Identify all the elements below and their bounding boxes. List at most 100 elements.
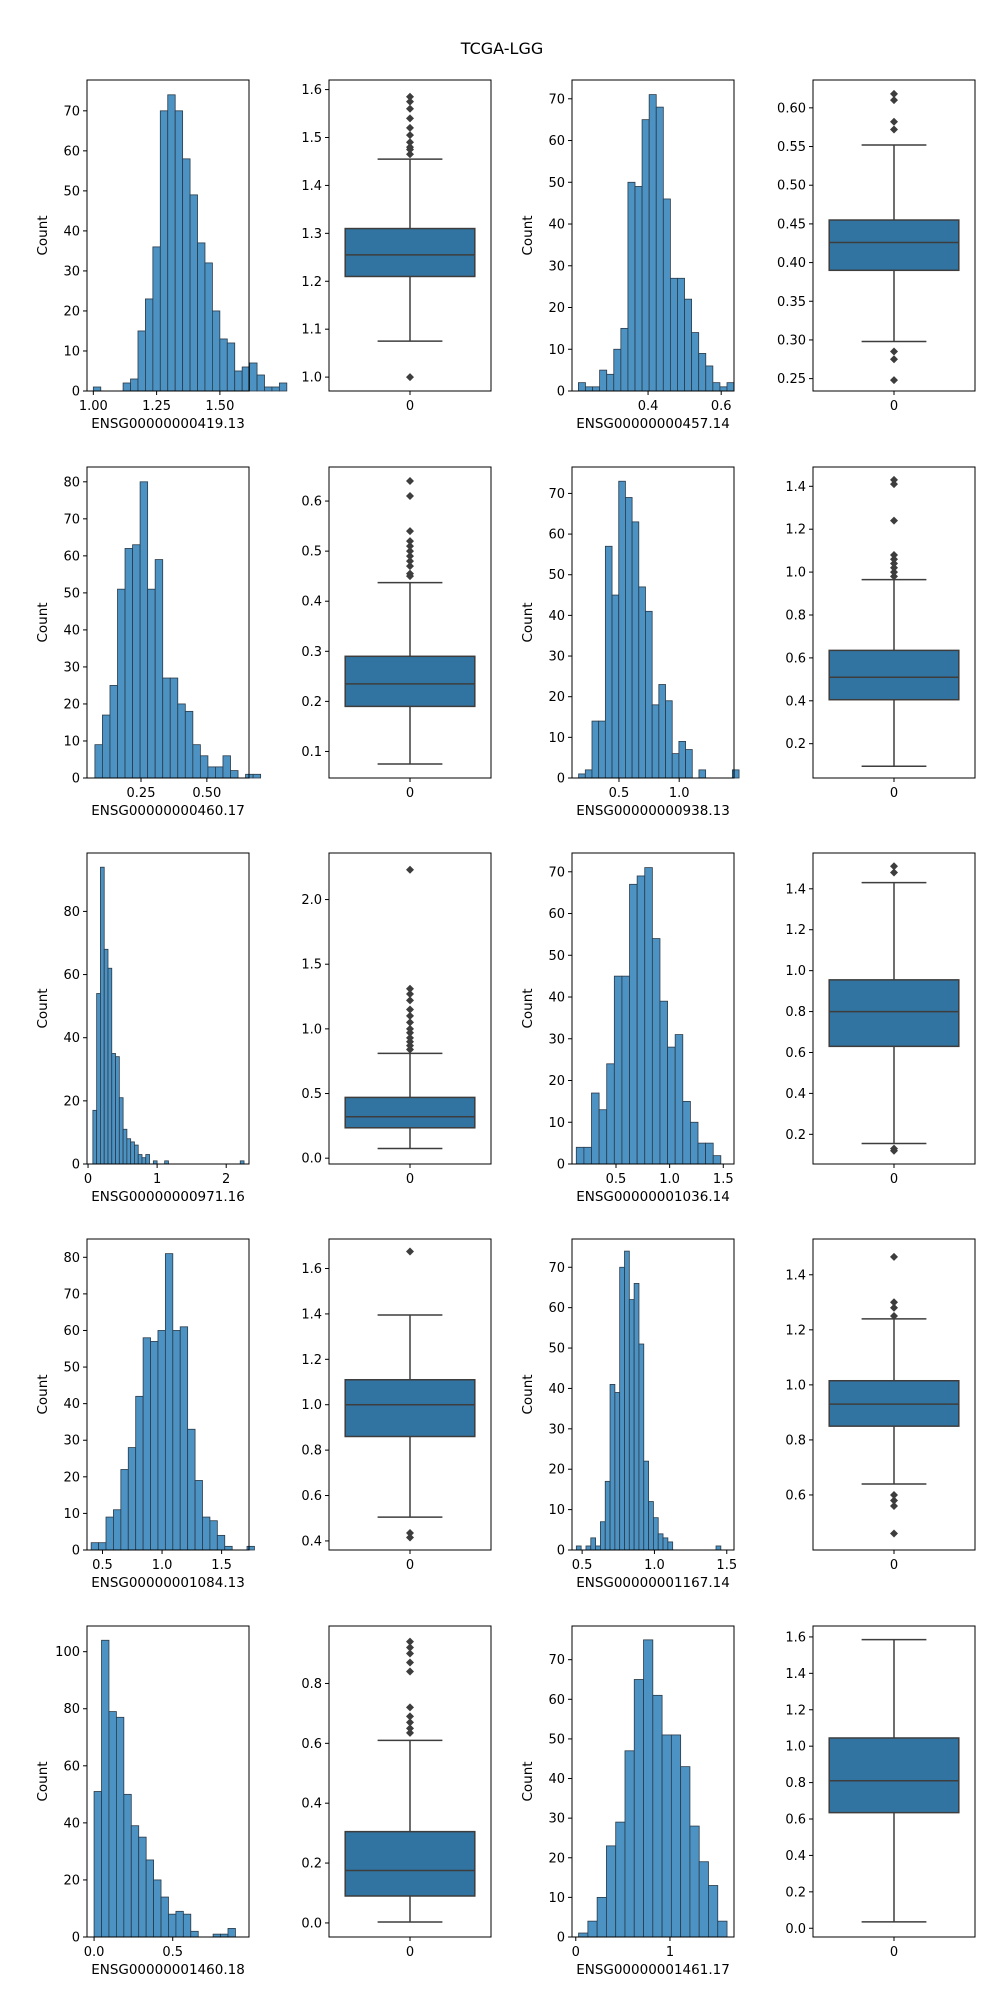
histogram-bar <box>667 1046 676 1165</box>
x-axis-label: ENSG00000001460.18 <box>91 1962 245 1978</box>
histogram-bar <box>117 588 126 779</box>
histogram-bar <box>670 1734 682 1938</box>
histogram-bar <box>685 749 693 779</box>
y-tick-label: 1.6 <box>301 83 322 98</box>
histogram-bar <box>162 677 171 779</box>
outlier-point <box>890 475 898 484</box>
y-tick-label: 60 <box>63 968 80 983</box>
x-axis-label: ENSG00000000460.17 <box>91 803 245 819</box>
histogram-bar <box>123 1793 132 1938</box>
axes-frame <box>812 852 976 1165</box>
outlier-point <box>406 1033 414 1042</box>
outlier-point <box>406 1637 414 1646</box>
histogram-bar <box>657 1533 664 1551</box>
histogram-bar <box>241 366 251 392</box>
histogram-bar <box>653 1517 659 1551</box>
histogram-bar <box>90 1542 99 1551</box>
histogram-bar <box>643 1639 654 1938</box>
outlier-point <box>406 138 414 147</box>
histogram-bar <box>130 1825 140 1938</box>
y-axis-label: Count <box>35 988 51 1028</box>
y-tick-label: 20 <box>63 1873 80 1888</box>
axes-frame <box>86 1625 250 1938</box>
histogram-bar <box>715 1545 722 1551</box>
y-tick-label: 1.1 <box>301 323 322 338</box>
histogram-bar <box>592 386 601 392</box>
histogram-bar <box>645 610 653 779</box>
y-tick-label: 0.4 <box>301 1534 322 1549</box>
histogram-bar <box>604 1480 611 1551</box>
outlier-point <box>890 559 898 568</box>
histogram-bar <box>669 277 678 392</box>
histogram-bar <box>126 1138 132 1165</box>
histogram-bar <box>684 298 693 392</box>
histogram-bar <box>167 94 176 392</box>
y-tick-label: 0.8 <box>301 1444 322 1459</box>
outlier-point <box>406 1018 414 1027</box>
histogram-bar <box>124 548 133 779</box>
iqr-box <box>344 655 476 708</box>
boxplot-panel-16: 0.6 0.8 1.0 1.2 1.4 0 <box>785 1238 976 1573</box>
histogram-bar <box>92 386 102 392</box>
outlier-point <box>890 117 898 126</box>
x-tick-label: 0.4 <box>638 399 659 414</box>
histogram-bar <box>96 993 101 1165</box>
y-tick-label: 0.4 <box>785 694 806 709</box>
histogram-bar <box>698 353 707 392</box>
y-tick-label: 10 <box>548 731 565 746</box>
y-tick-label: 70 <box>548 92 565 107</box>
outlier-point <box>406 562 414 571</box>
histogram-bar <box>651 704 660 779</box>
histogram-bar <box>624 1750 635 1938</box>
histogram-bar <box>590 1537 597 1551</box>
histogram-bar <box>226 342 236 392</box>
x-category-label: 0 <box>406 1558 414 1573</box>
outlier-point <box>406 537 414 546</box>
x-axis-label: ENSG00000000457.14 <box>576 416 730 432</box>
y-tick-label: 0.2 <box>301 1857 322 1872</box>
x-axis-label: ENSG00000001036.14 <box>576 1189 730 1205</box>
histogram-bar <box>122 382 131 392</box>
x-category-label: 0 <box>890 399 898 414</box>
histogram-bar <box>621 975 630 1165</box>
histogram-bar <box>108 1711 117 1938</box>
y-tick-label: 30 <box>63 264 80 279</box>
y-axis-label: Count <box>520 602 536 642</box>
x-axis-label: ENSG00000001167.14 <box>576 1575 730 1591</box>
histogram-bar <box>629 883 638 1165</box>
y-tick-label: 40 <box>548 218 565 233</box>
histogram-bar <box>708 1885 719 1938</box>
y-tick-label: 0 <box>72 772 80 787</box>
y-tick-label: 20 <box>548 301 565 316</box>
y-tick-label: 1.2 <box>785 1323 806 1338</box>
y-tick-label: 30 <box>548 1422 565 1437</box>
histogram-bar <box>633 1679 644 1938</box>
histogram-bar <box>107 967 113 1165</box>
histogram-bar <box>689 1825 700 1938</box>
histogram-bar <box>105 1516 114 1551</box>
x-tick-label: 0.5 <box>606 1172 627 1187</box>
outlier-point <box>890 96 898 105</box>
y-tick-label: 0.6 <box>785 1488 806 1503</box>
outlier-point <box>406 1533 414 1542</box>
y-tick-label: 0.6 <box>301 495 322 510</box>
histogram-bar <box>628 1299 635 1551</box>
histogram-bar <box>94 744 103 779</box>
histogram-bar <box>222 755 231 779</box>
histogram-bar <box>633 1283 640 1551</box>
histogram-bar <box>661 1734 672 1938</box>
outlier-point <box>890 868 898 877</box>
boxplot-panel-2: 1.0 1.1 1.2 1.3 1.4 1.5 1.6 0 <box>301 79 492 414</box>
x-tick-label: 1 <box>666 1945 674 1960</box>
histogram-bar <box>634 186 643 392</box>
axes-frame <box>328 852 492 1165</box>
outlier-point <box>406 1643 414 1652</box>
y-tick-label: 50 <box>548 1342 565 1357</box>
y-tick-label: 20 <box>548 1074 565 1089</box>
outlier-point <box>406 114 414 123</box>
boxplot-panel-20: 0.0 0.2 0.4 0.6 0.8 1.0 1.2 1.4 1.6 0 <box>785 1625 976 1960</box>
histogram-bar <box>726 382 735 392</box>
histogram-bar <box>606 373 615 392</box>
histogram-bar <box>613 975 623 1165</box>
x-tick-label: 1.5 <box>211 1558 232 1573</box>
